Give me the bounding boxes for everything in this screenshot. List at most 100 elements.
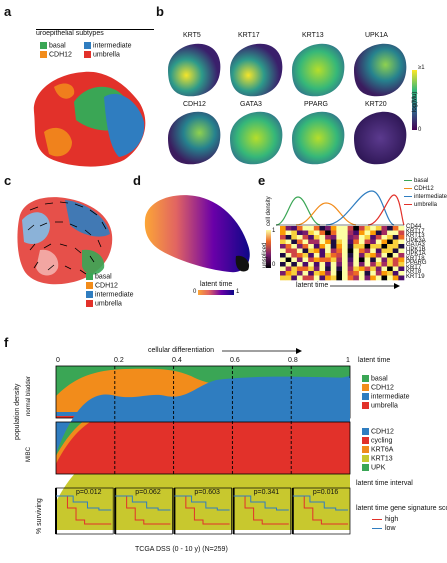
heatmap-cell: [398, 230, 405, 236]
heatmap-cell: [392, 226, 399, 231]
heatmap-cell: [381, 239, 388, 245]
gene-label-krt13: KRT13: [302, 32, 324, 39]
panel-c-legend-basal: basal: [86, 273, 112, 281]
heatmap-cell: [381, 257, 388, 263]
heatmap-gene-label: KRT19: [406, 273, 425, 280]
heatmap-cell: [325, 244, 332, 249]
heatmap-cell: [392, 244, 399, 249]
gene-label-krt17: KRT17: [238, 32, 260, 39]
heatmap-cell: [342, 253, 348, 258]
heatmap-cell: [330, 253, 337, 258]
heatmap-cell: [308, 235, 315, 240]
heatmap-cell: [364, 239, 371, 245]
heatmap-cell: [336, 226, 343, 231]
panel-f-row1-label: normal bladder: [26, 375, 32, 416]
heatmap-cell: [353, 239, 360, 245]
panel-a-legend-intermediate: intermediate: [84, 42, 132, 50]
heatmap-cell: [353, 253, 360, 258]
panel-f-x-tick: 1: [346, 357, 350, 364]
heatmap-cell: [387, 253, 394, 258]
heatmap-cell: [313, 230, 320, 236]
panel-c-legend-intermediate: intermediate: [86, 291, 134, 299]
heatmap-cell: [342, 266, 348, 272]
heatmap-cell: [347, 262, 354, 267]
heatmap-cell: [336, 230, 343, 236]
heatmap-cell: [375, 230, 382, 236]
heatmap-cell: [302, 239, 309, 245]
heatmap-cell: [325, 271, 332, 276]
heatmap-cell: [285, 275, 292, 281]
heatmap-cell: [319, 253, 326, 258]
heatmap-cell: [296, 239, 303, 245]
heatmap-cell: [342, 271, 348, 276]
feature-umap-upk1a: [354, 43, 407, 97]
panel-b-scale-label: log(Mu): [412, 91, 418, 112]
heatmap-cell: [296, 275, 303, 281]
heatmap-cell: [398, 248, 405, 254]
panel-label-f: f: [4, 335, 9, 350]
heatmap-cell: [353, 244, 360, 249]
heatmap-cell: [370, 239, 377, 245]
panel-e-colorbar: [266, 230, 271, 268]
heatmap-cell: [325, 230, 332, 236]
stream2-cdh12: [56, 376, 350, 454]
heatmap-cell: [330, 266, 337, 272]
heatmap-cell: [398, 226, 405, 231]
heatmap-cell: [319, 230, 326, 236]
panel-f-interval-label: latent time interval: [356, 480, 413, 487]
heatmap-gene-label: GATA3: [406, 242, 425, 248]
panel-f-top-arrow: [222, 348, 302, 354]
feature-umap-krt20: [354, 111, 407, 165]
heatmap-cell: [308, 271, 315, 276]
heatmap-cell: [387, 271, 394, 276]
heatmap-cell: [381, 271, 388, 276]
heatmap-cell: [313, 253, 320, 258]
heatmap-cell: [325, 248, 332, 254]
heatmap-cell: [364, 275, 371, 281]
heatmap-cell: [392, 230, 399, 236]
survival-curve-low: [292, 495, 348, 511]
heatmap-cell: [353, 248, 360, 254]
heatmap-cell: [381, 226, 388, 231]
heatmap-cell: [353, 230, 360, 236]
heatmap-cell: [313, 275, 320, 281]
panel-a-title-rule: [36, 29, 154, 30]
panel-b-feature-plots: [168, 43, 417, 165]
panel-e-legend-cdh12: CDH12: [404, 186, 434, 193]
heatmap-cell: [291, 226, 298, 231]
heatmap-cell: [313, 226, 320, 231]
heatmap-cell: [336, 271, 343, 276]
heatmap-cell: [398, 275, 405, 281]
heatmap-cell: [342, 226, 348, 231]
survival-curve-high: [115, 495, 171, 525]
heatmap-cell: [364, 266, 371, 272]
survival-curve-high: [174, 495, 230, 525]
panel-d-scale-max: 1: [236, 289, 240, 295]
heatmap-cell: [342, 239, 348, 245]
stream2-cycling: [56, 407, 350, 474]
panel-e-legend-basal: basal: [404, 178, 428, 185]
heatmap-cell: [370, 226, 377, 231]
heatmap-cell: [291, 266, 298, 272]
heatmap-cell: [370, 244, 377, 249]
heatmap-cell: [336, 262, 343, 267]
heatmap-cell: [364, 248, 371, 254]
heatmap-cell: [302, 248, 309, 254]
panel-c-legend-cdh12: CDH12: [86, 282, 118, 290]
heatmap-cell: [280, 257, 286, 263]
heatmap-cell: [280, 271, 286, 276]
heatmap-cell: [280, 262, 286, 267]
heatmap-cell: [358, 275, 365, 281]
heatmap-cell: [336, 253, 343, 258]
heatmap-cell: [392, 239, 399, 245]
gene-label-krt5: KRT5: [183, 32, 201, 39]
heatmap-cell: [313, 271, 320, 276]
survival-plot-1: [55, 487, 114, 535]
heatmap-cell: [347, 244, 354, 249]
heatmap-cell: [285, 271, 292, 276]
heatmap-cell: [387, 257, 394, 263]
survival-plot-2: [114, 487, 173, 535]
panel-label-d: d: [133, 173, 141, 188]
heatmap-cell: [353, 257, 360, 263]
heatmap-cell: [375, 244, 382, 249]
